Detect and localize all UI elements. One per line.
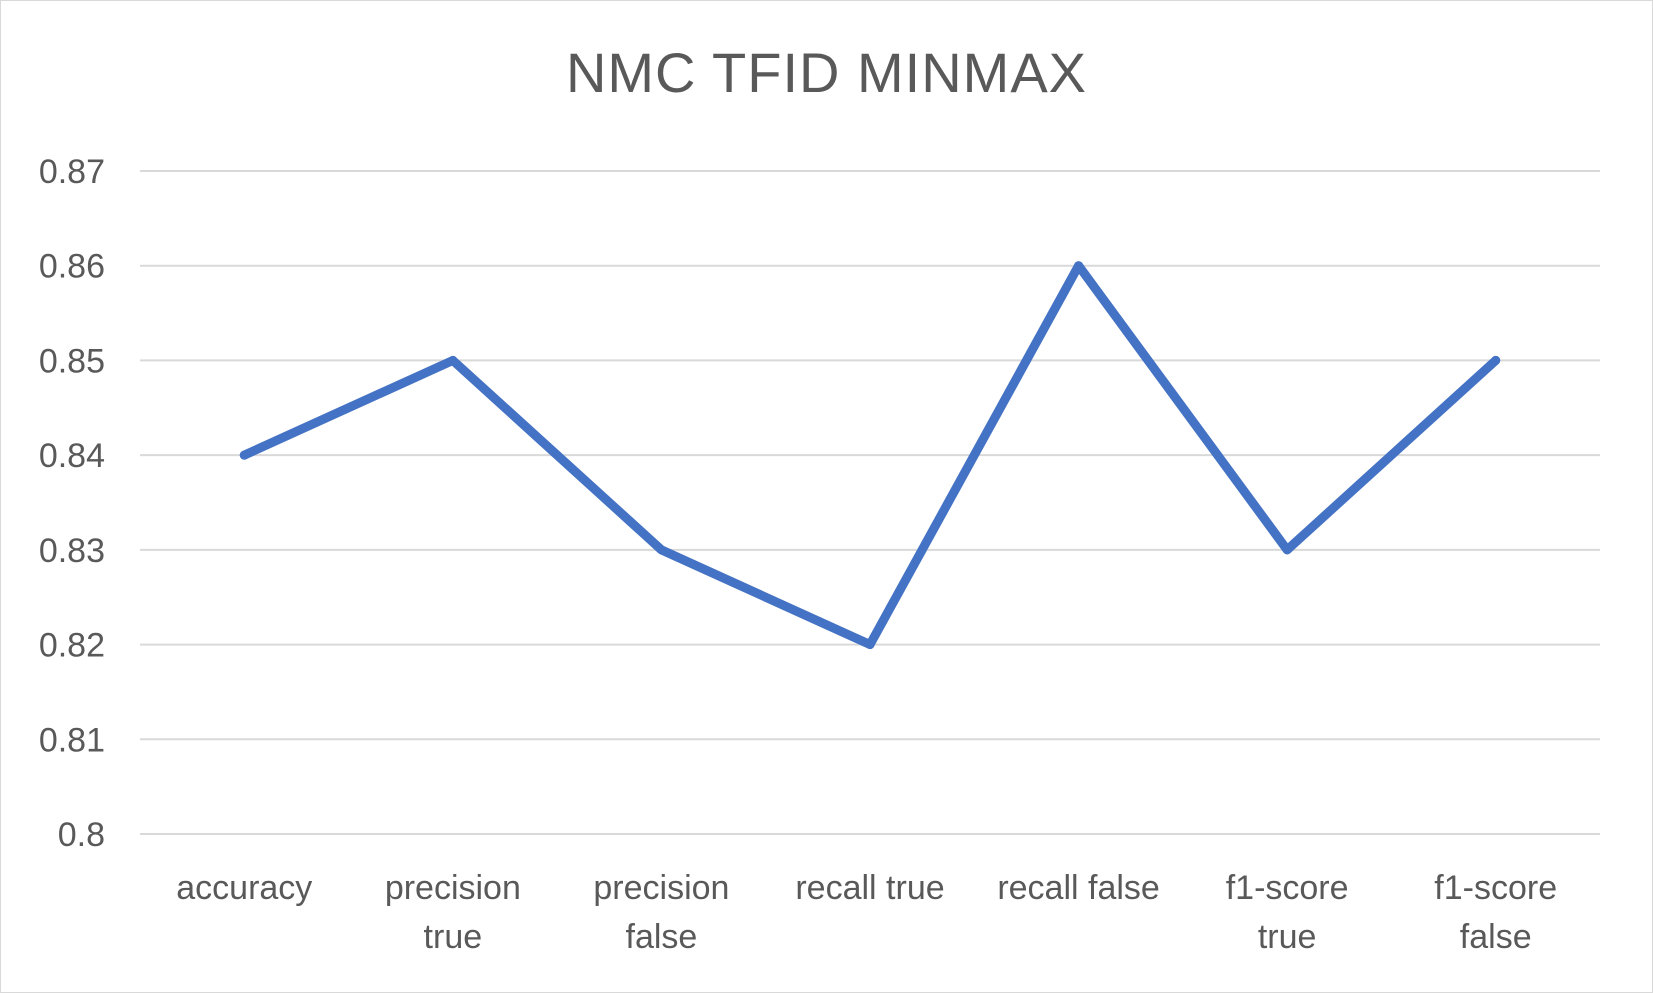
data-point	[1282, 545, 1292, 555]
series-layer	[239, 261, 1501, 650]
y-tick-label: 0.8	[58, 816, 105, 854]
x-tick-label-line: recall true	[795, 869, 944, 907]
data-point	[1074, 261, 1084, 271]
data-point	[448, 355, 458, 365]
data-point	[1491, 355, 1501, 365]
x-tick-label-line: f1-score	[1434, 869, 1557, 907]
x-tick-label: accuracy	[176, 869, 312, 907]
data-point	[239, 450, 249, 460]
y-tick-label: 0.81	[39, 721, 105, 759]
x-tick-label-line: precision	[385, 869, 521, 907]
x-tick-label-line: precision	[593, 869, 729, 907]
x-tick-label: recall true	[795, 869, 944, 907]
x-tick-label: precision false	[593, 869, 729, 956]
x-tick-label-line: true	[424, 918, 483, 956]
y-axis-ticks: 0.8 0.81 0.82 0.83 0.84 0.85 0.86 0.87	[39, 153, 105, 854]
data-point	[865, 640, 875, 650]
x-tick-label: precision true	[385, 869, 521, 956]
y-tick-label: 0.86	[39, 248, 105, 286]
x-axis-ticks: accuracy precision true precision false recal…	[176, 869, 1557, 956]
x-tick-label: recall false	[997, 869, 1160, 907]
data-point	[656, 545, 666, 555]
y-tick-label: 0.84	[39, 437, 105, 475]
x-tick-label-line: true	[1258, 918, 1317, 956]
x-tick-label: f1-score false	[1434, 869, 1557, 956]
x-tick-label-line: recall false	[997, 869, 1160, 907]
chart-title: NMC TFID MINMAX	[565, 41, 1088, 104]
x-tick-label-line: false	[1460, 918, 1532, 956]
x-tick-label-line: accuracy	[176, 869, 312, 907]
gridlines	[140, 170, 1600, 835]
x-tick-label: f1-score true	[1226, 869, 1349, 956]
x-tick-label-line: false	[626, 918, 698, 956]
y-tick-label: 0.82	[39, 627, 105, 665]
y-tick-label: 0.85	[39, 342, 105, 380]
y-tick-label: 0.83	[39, 532, 105, 570]
x-tick-label-line: f1-score	[1226, 869, 1349, 907]
y-tick-label: 0.87	[39, 153, 105, 191]
